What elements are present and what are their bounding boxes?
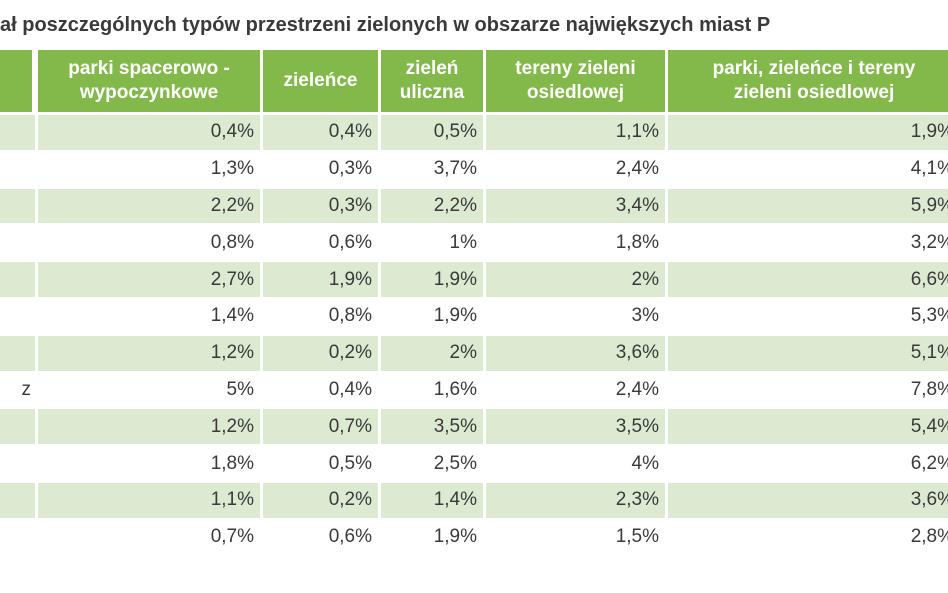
cell-value: 2,3% [486,483,665,518]
cell-value: 0,4% [263,115,378,150]
cell-value: 3,6% [486,335,665,371]
cell-value: 3,7% [433,158,477,180]
cell-value: 3,6% [668,483,948,518]
cell-value: 1,5% [615,526,659,548]
cell-value: 0,5% [381,115,483,150]
cell-value: 4% [631,452,659,474]
cell-value: 0,7% [263,409,378,445]
cell-value: 2% [486,262,665,297]
row-label [0,152,35,187]
cell-value: 1,9% [668,115,948,150]
row-label: z [21,378,32,400]
column-header: parki spacerowo - wypoczynkowe [38,50,260,112]
cell-value: 1,4% [381,483,483,518]
cell-value: 1,1% [486,115,665,150]
cell-value: 1,1% [38,483,260,518]
cell-value: 0,4% [38,115,260,150]
cell-value: 0,3% [263,188,378,224]
cell-value: 3,2% [910,231,948,253]
row-label [0,520,35,555]
cell-value: 0,6% [328,526,372,548]
cell-value: 0,8% [328,305,372,327]
row-label [0,115,35,150]
cell-value: 2,4% [615,378,659,400]
cell-value: 2,5% [433,452,477,474]
column-header [0,50,32,112]
column-header: zieleńce [263,50,378,112]
cell-value: 2,2% [381,188,483,224]
row-label [0,299,35,334]
row-label [0,483,35,518]
cell-value: 1,9% [433,526,477,548]
cell-value: 1% [449,231,477,253]
cell-value: 7,8% [910,378,948,400]
cell-value: 1,4% [210,305,254,327]
column-header: tereny zieleni osiedlowej [486,50,665,112]
cell-value: 0,7% [210,526,254,548]
cell-value: 0,2% [263,335,378,371]
row-label [0,188,35,224]
cell-value: 5,3% [910,305,948,327]
title: ał poszczególnych typów przestrzeni ziel… [0,14,771,36]
cell-value: 0,4% [328,378,372,400]
cell-value: 5% [226,378,254,400]
cell-value: 2,4% [615,158,659,180]
row-label [0,262,35,297]
cell-value: 3% [631,305,659,327]
cell-value: 5,1% [668,335,948,371]
row-label [0,409,35,445]
cell-value: 1,9% [381,262,483,297]
row-label [0,225,35,260]
cell-value: 2% [381,335,483,371]
cell-value: 1,3% [210,158,254,180]
cell-value: 2,2% [38,188,260,224]
cell-value: 6,2% [910,452,948,474]
cell-value: 0,8% [210,231,254,253]
cell-value: 1,2% [38,335,260,371]
cell-value: 3,5% [381,409,483,445]
cell-value: 2,8% [910,526,948,548]
cell-value: 0,6% [328,231,372,253]
column-header: zieleń uliczna [381,50,483,112]
cell-value: 1,6% [433,378,477,400]
cell-value: 4,1% [910,158,948,180]
cell-value: 0,2% [263,483,378,518]
cell-value: 1,9% [433,305,477,327]
cell-value: 1,9% [263,262,378,297]
cell-value: 3,5% [486,409,665,445]
cell-value: 1,8% [210,452,254,474]
cell-value: 0,5% [328,452,372,474]
cell-value: 6,6% [668,262,948,297]
row-label [0,335,35,371]
cell-value: 3,4% [486,188,665,224]
cell-value: 1,8% [615,231,659,253]
cell-value: 5,4% [668,409,948,445]
row-label [0,446,35,481]
cell-value: 1,2% [38,409,260,445]
cell-value: 0,3% [328,158,372,180]
cell-value: 2,7% [38,262,260,297]
cell-value: 5,9% [668,188,948,224]
column-header: parki, zieleńce i tereny zieleni osiedlo… [668,50,948,112]
